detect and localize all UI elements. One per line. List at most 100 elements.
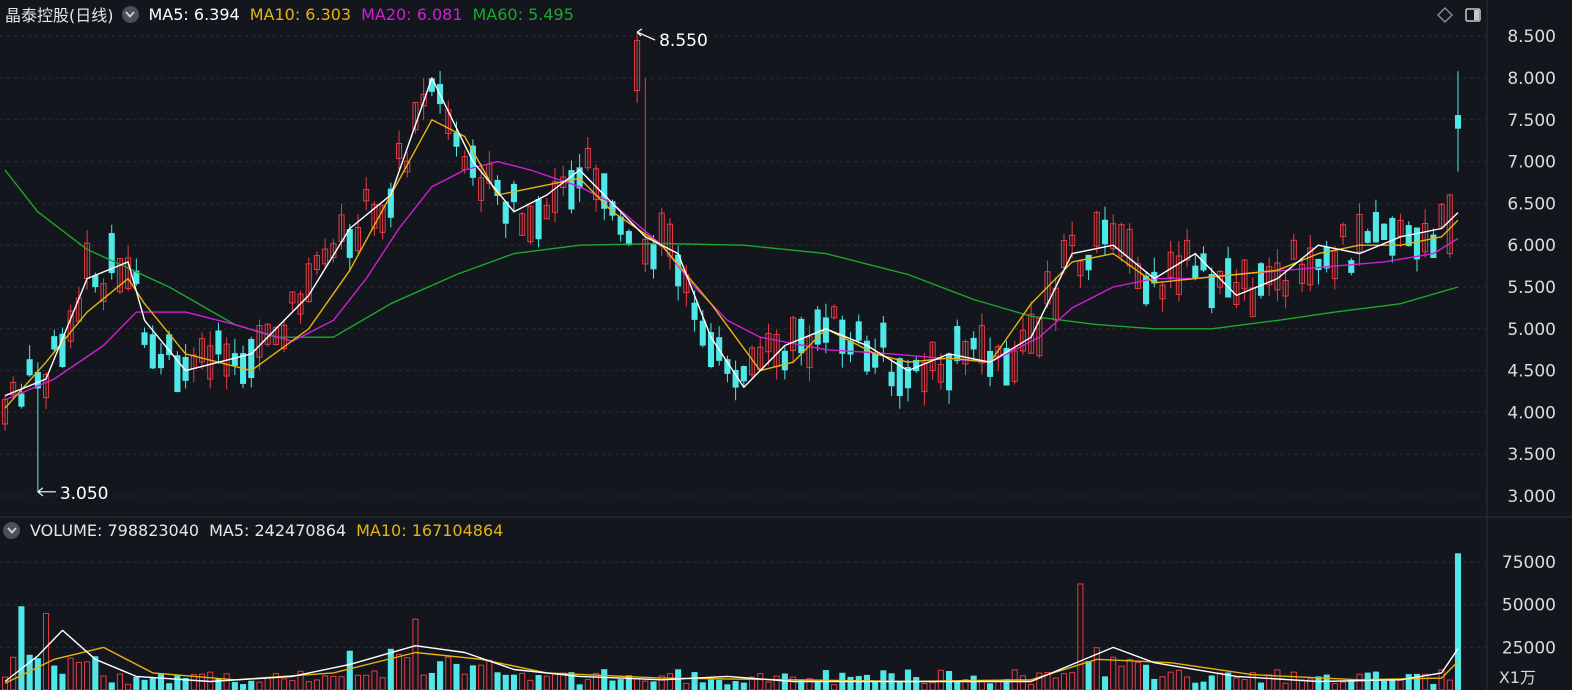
volume-bar xyxy=(461,673,468,690)
volume-bar xyxy=(502,674,509,690)
candle-body xyxy=(937,363,944,383)
candle-body xyxy=(970,337,977,350)
candle-body xyxy=(289,291,296,304)
candle-body xyxy=(10,381,17,396)
candle-body xyxy=(1307,247,1314,286)
candle-body xyxy=(231,353,238,366)
volume-bar xyxy=(240,684,247,690)
candle-body xyxy=(256,325,263,358)
volume-bar xyxy=(1331,683,1338,690)
candle-body xyxy=(543,204,550,220)
ma5-line xyxy=(4,77,1459,397)
volume-bar xyxy=(831,684,838,690)
volume-bar xyxy=(346,650,353,690)
volume-bar xyxy=(174,675,181,690)
volume-bar xyxy=(289,680,296,690)
volume-bar xyxy=(1159,676,1166,690)
candle-body xyxy=(1003,347,1010,386)
high-marker-label: 8.550 xyxy=(659,31,708,51)
volume-bar xyxy=(757,673,764,690)
volume-bar xyxy=(527,679,534,690)
volume-bar xyxy=(18,606,25,690)
volume-bar xyxy=(108,682,115,690)
candle-body xyxy=(904,366,912,389)
candle-body xyxy=(691,302,698,320)
volume-bar xyxy=(149,678,156,690)
candle-body xyxy=(1175,255,1182,295)
volume-bar xyxy=(1101,676,1109,690)
volume-bar xyxy=(1126,658,1133,690)
candle-body xyxy=(757,346,764,370)
volume-bar xyxy=(716,679,723,690)
candle-body xyxy=(305,263,312,303)
diamond-icon[interactable] xyxy=(1436,6,1454,24)
volume-dropdown-icon[interactable] xyxy=(3,521,20,539)
volume-bar xyxy=(987,683,994,690)
volume-bar xyxy=(921,683,928,690)
ma20-label: MA20: 6.081 xyxy=(361,4,463,24)
volume-ma10-label: MA10: 167104864 xyxy=(356,520,504,540)
volume-bar xyxy=(773,675,780,690)
candle-body xyxy=(313,255,320,271)
volume-bar xyxy=(297,670,304,690)
candle-body xyxy=(1430,234,1437,258)
volume-bar xyxy=(1315,676,1322,690)
volume-bar xyxy=(732,681,739,690)
candle-body xyxy=(59,333,66,367)
volume-bar xyxy=(223,673,230,690)
volume-bar xyxy=(1110,656,1117,690)
volume-bar xyxy=(748,676,756,690)
candle-body xyxy=(790,317,797,351)
price-tick-label: 6.000 xyxy=(1507,236,1556,256)
volume-bar xyxy=(1036,672,1043,690)
candle-body xyxy=(116,257,123,293)
volume-bar xyxy=(1430,683,1437,690)
candle-body xyxy=(1413,227,1420,260)
candle-body xyxy=(1069,234,1076,247)
price-tick-label: 3.000 xyxy=(1507,487,1556,507)
candle-body xyxy=(921,361,928,393)
candle-body xyxy=(34,371,41,389)
volume-bar xyxy=(707,679,715,690)
panel-toggle-icon[interactable] xyxy=(1464,6,1482,24)
candle-body xyxy=(1438,203,1445,228)
volume-bar xyxy=(658,675,665,690)
dropdown-icon[interactable] xyxy=(121,5,139,23)
candle-body xyxy=(379,204,386,233)
candle-body xyxy=(707,332,715,368)
volume-bar xyxy=(100,675,107,690)
volume-bar xyxy=(855,676,862,690)
candle-body xyxy=(1454,115,1462,129)
volume-bar xyxy=(1405,674,1412,690)
volume-bar xyxy=(683,682,690,690)
volume-bar xyxy=(634,678,641,690)
candle-body xyxy=(1192,265,1199,279)
volume-bar xyxy=(1216,672,1223,690)
candle-body xyxy=(1356,213,1363,253)
volume-bar xyxy=(445,656,452,690)
volume-ma5-line xyxy=(4,629,1459,683)
candle-body xyxy=(207,345,214,380)
candle-body xyxy=(18,393,25,407)
volume-bar xyxy=(469,665,476,690)
volume-bar xyxy=(453,663,460,690)
candle-body xyxy=(395,142,403,159)
candle-body xyxy=(806,336,813,369)
candle-body xyxy=(404,160,411,173)
candle-body xyxy=(617,216,624,235)
candle-body xyxy=(1225,258,1232,298)
candle-body xyxy=(1323,246,1330,269)
volume-bar xyxy=(1167,671,1174,690)
volume-bar xyxy=(781,673,788,690)
candle-body xyxy=(1060,239,1068,269)
volume-bar xyxy=(904,669,912,690)
volume-bar xyxy=(338,676,345,690)
volume-bar xyxy=(1364,672,1371,690)
candle-body xyxy=(1101,219,1109,245)
volume-bar xyxy=(1118,665,1125,690)
candle-body xyxy=(798,318,805,354)
volume-bar xyxy=(1446,679,1453,690)
volume-bar xyxy=(1151,678,1158,690)
volume-bar xyxy=(51,665,58,690)
